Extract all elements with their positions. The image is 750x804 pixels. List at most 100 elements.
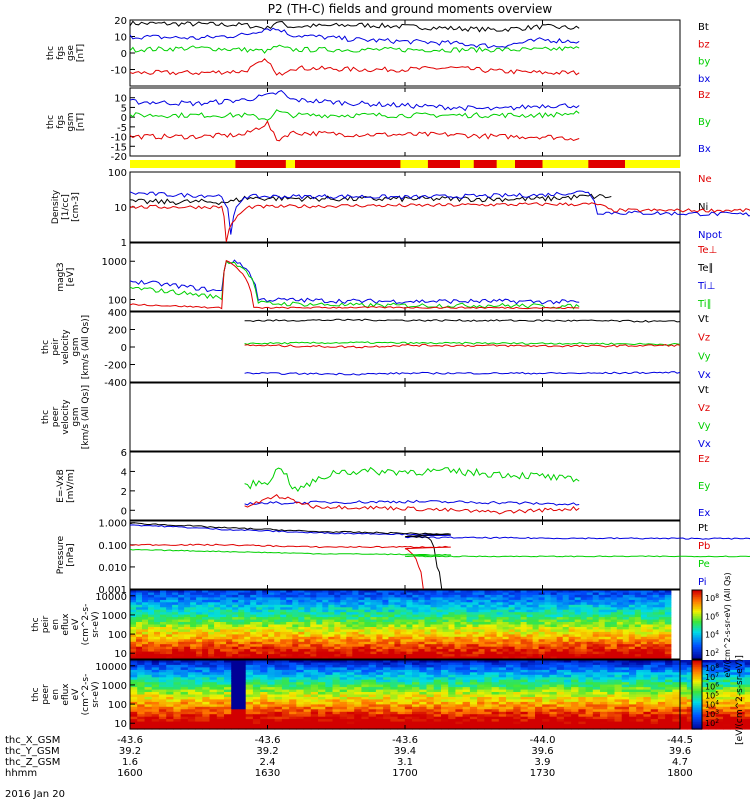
y-axis-label: peir xyxy=(41,615,51,633)
y-tick-label: 10 xyxy=(114,649,127,660)
y-axis-label: thc xyxy=(41,410,51,424)
panel-frame xyxy=(130,243,680,311)
y-axis-label: [eV] xyxy=(66,268,76,287)
y-tick-label: 10 xyxy=(114,203,127,214)
legend-entry: Pi xyxy=(698,577,707,588)
series-line-Bz xyxy=(130,121,579,141)
series-line-Ey xyxy=(245,468,580,492)
series-line-bz xyxy=(130,59,579,75)
colorbar-peir-flux: 108 106 104 102 xyxy=(692,590,719,660)
y-axis-label: gsm xyxy=(71,337,81,356)
flag-red-bar xyxy=(474,160,497,168)
y-axis-label: gsm xyxy=(66,112,76,131)
colorbar-tick-label: 104 xyxy=(705,630,719,640)
legend-entry: Vz xyxy=(698,403,710,414)
y-axis-label: gsm xyxy=(71,407,81,426)
panel-frame xyxy=(130,383,680,451)
series-line-Pe xyxy=(130,549,750,556)
y-tick-label: 0 xyxy=(121,343,127,354)
series-line-bx xyxy=(130,28,579,48)
series-line-Bt xyxy=(130,21,579,31)
colorbar-tick-label: 108 xyxy=(705,593,719,603)
y-axis-label: peir xyxy=(51,338,61,356)
y-tick-label: 1000 xyxy=(102,611,127,622)
panel-pressure: 1.0000.1000.0100.001Pressure[nPa]PtPbPeP… xyxy=(56,519,750,596)
y-axis-label: (cm^2-s- xyxy=(81,604,91,646)
y-axis-label: thc xyxy=(46,46,56,60)
y-tick-label: 100 xyxy=(108,168,127,179)
figure-title: P2 (TH-C) fields and ground moments over… xyxy=(268,2,553,16)
y-axis-label: velocity xyxy=(61,399,71,435)
y-tick-label: -10 xyxy=(111,66,127,77)
y-tick-label: 10 xyxy=(114,33,127,44)
y-tick-label: 200 xyxy=(108,326,127,337)
quality-flag-strip xyxy=(130,160,680,168)
legend-entry: Ni xyxy=(698,202,708,213)
y-tick-label: -20 xyxy=(111,152,127,163)
flag-red-bar xyxy=(428,160,460,168)
panel-frame xyxy=(130,312,680,382)
y-axis-label: velocity xyxy=(61,329,71,365)
y-axis-label: thc xyxy=(41,340,51,354)
legend-entry: Vy xyxy=(698,421,711,432)
y-tick-label: 100 xyxy=(108,295,127,306)
series-line-Bx xyxy=(130,91,579,111)
legend-entry: Vx xyxy=(698,439,711,450)
legend-entry: Ey xyxy=(698,481,710,492)
y-tick-label: 2 xyxy=(121,487,127,498)
flag-red-bar xyxy=(235,160,285,168)
y-axis-label: [nT] xyxy=(76,44,86,62)
y-axis-label: [nPa] xyxy=(66,543,76,566)
flag-red-bar xyxy=(295,160,400,168)
series-line-Ne xyxy=(130,203,750,242)
y-axis-label: magt3 xyxy=(56,262,66,291)
legend-entry: Ez xyxy=(698,454,710,465)
spectrogram-peir-flux xyxy=(130,590,671,660)
y-tick-label: 400 xyxy=(108,308,127,319)
y-axis-label: [1/cc] xyxy=(61,194,71,220)
y-axis-label: Pressure xyxy=(56,535,66,574)
legend-entry: Te⊥ xyxy=(697,245,717,256)
y-tick-label: 1.000 xyxy=(98,519,127,530)
y-axis-label: E=-VxB xyxy=(56,469,66,503)
legend-entry: Bx xyxy=(698,144,711,155)
y-tick-label: -400 xyxy=(104,378,127,389)
legend-entry: Npot xyxy=(698,230,722,241)
legend-entry: by xyxy=(698,57,710,68)
y-tick-label: 20 xyxy=(114,16,127,27)
y-axis-label: eV xyxy=(71,618,81,631)
y-tick-label: 10000 xyxy=(95,592,127,603)
colorbar-tick-label: 106 xyxy=(705,611,719,621)
series-line-Pt xyxy=(130,523,451,589)
y-tick-label: 0 xyxy=(121,506,127,517)
panel-frame xyxy=(130,88,680,156)
legend-entry: By xyxy=(698,117,711,128)
series-line-By xyxy=(130,110,579,120)
colorbar-tick-label: 102 xyxy=(705,648,719,658)
y-tick-label: 100 xyxy=(108,630,127,641)
flag-red-bar xyxy=(515,160,543,168)
legend-entry: Bt xyxy=(698,22,709,33)
y-axis-label: [mV/m] xyxy=(66,469,76,503)
y-axis-label: [km/s (All Qs)] xyxy=(81,385,91,449)
legend-entry: Ti∥ xyxy=(697,299,712,310)
y-axis-label: sr-eV) xyxy=(91,611,101,637)
y-axis-label: [cm-3] xyxy=(71,192,81,222)
y-tick-label: 1 xyxy=(121,238,127,249)
legend-entry: Pb xyxy=(698,541,710,552)
y-axis-label: en xyxy=(51,619,61,630)
series-line-Ez xyxy=(245,495,580,514)
legend-entry: Ti⊥ xyxy=(697,281,715,292)
legend-entry: Vx xyxy=(698,370,711,381)
y-axis-label: peer xyxy=(51,406,61,427)
series-line-Vt xyxy=(245,319,680,322)
legend-entry: bx xyxy=(698,74,710,85)
series-line-Ti⊥ xyxy=(130,260,579,304)
